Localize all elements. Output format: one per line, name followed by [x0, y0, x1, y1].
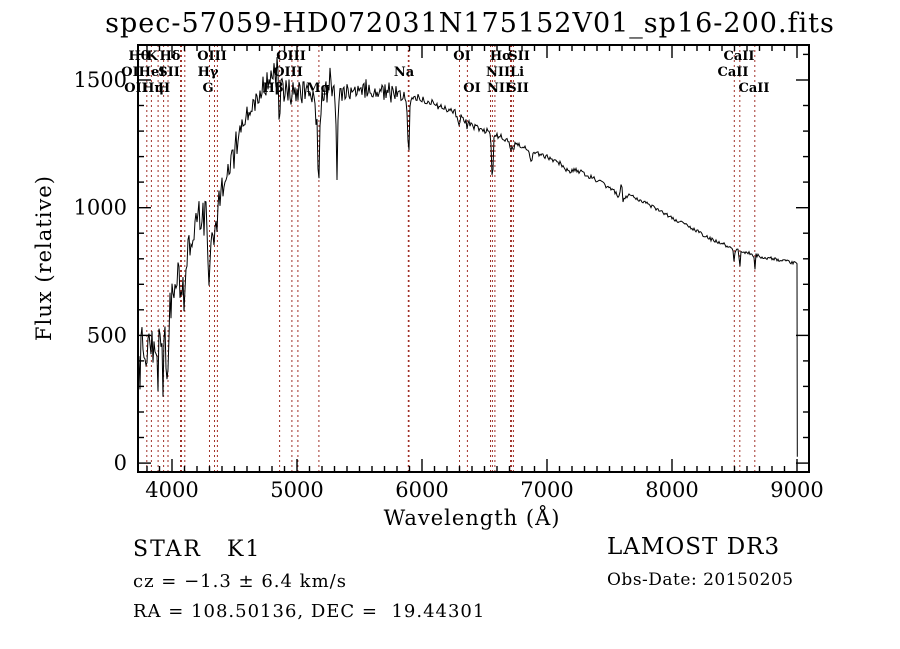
spectral-line-label: Hα — [489, 49, 513, 64]
y-tick-label: 1500 — [74, 68, 127, 92]
spectral-line-label: OI — [453, 49, 471, 64]
spectral-line-label: Mg — [306, 81, 330, 96]
spectral-line-label: OII — [124, 81, 148, 96]
spectral-line-label: OIII — [276, 49, 306, 64]
spectral-line-label: Hη — [142, 81, 164, 96]
coordinates: RA = 108.50136, DEC = 19.44301 — [133, 601, 486, 622]
spectral-line-label: CaII — [723, 49, 755, 64]
object-class: STAR — [133, 537, 202, 562]
spectral-line-label: Hγ — [197, 65, 219, 80]
x-tick-label: 8000 — [645, 478, 698, 502]
spectral-line-label: Hδ — [159, 49, 181, 64]
spectral-line-label: K — [146, 49, 158, 64]
y-axis-label: Flux (relative) — [32, 175, 56, 341]
spectral-line-label: Hβ — [262, 81, 284, 96]
spectral-line-label: SII — [508, 49, 530, 64]
x-tick-label: 9000 — [770, 478, 823, 502]
plot-title: spec-57059-HD072031N175152V01_sp16-200.f… — [105, 8, 835, 39]
x-tick-label: 6000 — [395, 478, 448, 502]
y-tick-label: 1000 — [74, 196, 127, 220]
spectral-line-label: SII — [507, 81, 529, 96]
spectral-line-label: HeI — [138, 65, 166, 80]
x-tick-label: 7000 — [520, 478, 573, 502]
spectral-line-label: Na — [393, 65, 415, 80]
spectral-line-label: OII — [121, 65, 145, 80]
spectral-line-label: SII — [158, 65, 180, 80]
obs-date: Obs-Date: 20150205 — [607, 570, 794, 590]
spectral-line-label: Li — [509, 65, 525, 80]
x-tick-label: 4000 — [145, 478, 198, 502]
spectral-line-label: NII — [485, 65, 511, 80]
spectral-line-label: NII — [486, 81, 512, 96]
spectral-line-label: OI — [463, 81, 481, 96]
cz-value: cz = −1.3 ± 6.4 km/s — [133, 571, 347, 592]
spectral-line-label: OIII — [197, 49, 227, 64]
survey-release: LAMOST DR3 — [607, 534, 781, 560]
spectrum-trace — [137, 57, 798, 457]
x-tick-label: 5000 — [270, 478, 323, 502]
y-tick-label: 0 — [114, 451, 127, 475]
spectral-line-label: CaII — [738, 81, 770, 96]
y-tick-label: 500 — [87, 323, 127, 347]
x-axis-label: Wavelength (Å) — [383, 506, 561, 530]
spectral-line-label: H — [157, 81, 171, 96]
spectral-line-label: CaII — [717, 65, 749, 80]
spectral-line-label: OIII — [273, 65, 303, 80]
object-subclass: K1 — [227, 537, 262, 562]
spectral-line-label: Hθ — [128, 49, 150, 64]
spectral-line-label: G — [202, 81, 214, 96]
plot-frame — [137, 44, 810, 473]
